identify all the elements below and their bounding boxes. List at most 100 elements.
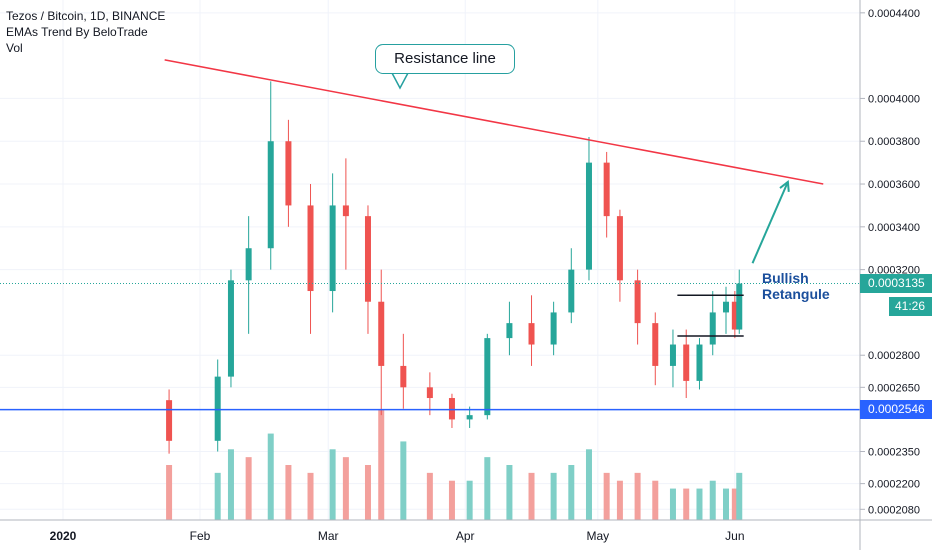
- support-price-tag: 0.0002546: [860, 400, 932, 420]
- candle-body: [634, 280, 641, 324]
- volume-bar: [603, 472, 610, 520]
- candle-body: [466, 415, 473, 420]
- callout-pointer: [391, 72, 409, 90]
- resistance-callout[interactable]: Resistance line: [375, 44, 515, 74]
- candle-body: [736, 283, 743, 330]
- candle-body: [245, 248, 252, 281]
- volume-bar: [227, 449, 234, 520]
- price-axis-label: 0.0003800: [868, 136, 920, 148]
- time-axis-label: Apr: [456, 529, 475, 543]
- volume-bar: [245, 457, 252, 520]
- candle-body: [227, 280, 234, 377]
- volume-bar: [364, 465, 371, 520]
- candle-body: [214, 376, 221, 441]
- candle-body: [723, 301, 729, 313]
- drawings: [0, 59, 860, 411]
- symbol-title[interactable]: Tezos / Bitcoin, 1D, BINANCE: [6, 9, 166, 23]
- pattern-label[interactable]: Bullish Retangule: [762, 270, 830, 302]
- time-axis-label: May: [586, 529, 609, 543]
- volume-bars: [166, 410, 743, 520]
- volume-bar: [723, 488, 729, 520]
- volume-bar: [616, 480, 623, 520]
- volume-bar: [568, 465, 575, 520]
- volume-bar: [166, 465, 173, 520]
- volume-bar: [731, 488, 738, 520]
- volume-bar: [528, 472, 535, 520]
- candle-body: [285, 141, 292, 206]
- volume-bar: [634, 472, 641, 520]
- price-axis-label: 0.0004000: [868, 93, 920, 105]
- target-arrow: [751, 181, 789, 264]
- candle-body: [400, 365, 407, 388]
- grid-lines: [0, 0, 860, 520]
- candle-body: [267, 141, 274, 249]
- candle-body: [364, 216, 371, 302]
- price-axis-label: 0.0003600: [868, 179, 920, 191]
- candle-body: [568, 269, 575, 313]
- price-axis-label: 0.0002650: [868, 382, 920, 394]
- volume-bar: [736, 472, 743, 520]
- volume-bar: [285, 465, 292, 520]
- volume-bar: [378, 410, 385, 520]
- chart-legend: Tezos / Bitcoin, 1D, BINANCE EMAs Trend …: [6, 8, 165, 56]
- volume-bar: [329, 449, 336, 520]
- time-axis-label: Feb: [190, 529, 211, 543]
- candle-body: [528, 323, 535, 345]
- volume-bar: [683, 488, 690, 520]
- volume-bar: [267, 433, 274, 520]
- candle-body: [307, 205, 314, 292]
- price-axis-label: 0.0002080: [868, 504, 920, 516]
- volume-bar: [669, 488, 676, 520]
- candle-body: [550, 312, 557, 345]
- candle-body: [585, 162, 592, 270]
- candle-body: [506, 323, 513, 339]
- candle-body: [484, 338, 491, 416]
- pattern-label-line2: Retangule: [762, 286, 830, 302]
- volume-bar: [342, 457, 349, 520]
- volume-bar: [307, 472, 314, 520]
- candle-body: [652, 323, 659, 366]
- candle-body: [378, 301, 385, 366]
- volume-bar: [550, 472, 557, 520]
- time-axis-label: 2020: [50, 529, 77, 543]
- volume-bar: [652, 480, 659, 520]
- candles: [166, 81, 743, 454]
- price-axis-label: 0.0003400: [868, 222, 920, 234]
- candle-body: [683, 344, 690, 381]
- candle-body: [603, 162, 610, 217]
- candle-body: [696, 344, 703, 381]
- pattern-label-line1: Bullish: [762, 270, 809, 286]
- candle-body: [669, 344, 676, 366]
- candle-body: [166, 400, 173, 441]
- volume-bar: [506, 465, 513, 520]
- resistance-callout-text: Resistance line: [394, 50, 496, 67]
- resistance-line: [164, 59, 824, 185]
- volume-bar: [709, 480, 716, 520]
- time-axis[interactable]: 2020 Feb Mar Apr May Jun: [0, 519, 932, 543]
- price-axis-label: 0.0003200: [868, 265, 920, 277]
- candle-body: [448, 398, 455, 420]
- time-axis-label: Jun: [725, 529, 744, 543]
- candle-body: [731, 301, 738, 330]
- last-price-tag: 0.0003135: [860, 274, 932, 294]
- candle-body: [329, 205, 336, 292]
- candle-body: [342, 205, 349, 217]
- volume-bar: [214, 472, 221, 520]
- volume-bar: [400, 441, 407, 520]
- indicator-emas-label[interactable]: EMAs Trend By BeloTrade: [6, 25, 148, 39]
- volume-bar: [448, 480, 455, 520]
- price-axis-label: 0.0002800: [868, 350, 920, 362]
- price-axis-label: 0.0002350: [868, 447, 920, 459]
- volume-bar: [466, 480, 473, 520]
- candle-body: [426, 387, 433, 399]
- candle-body: [616, 216, 623, 281]
- volume-bar: [585, 449, 592, 520]
- indicator-vol-label[interactable]: Vol: [6, 41, 23, 55]
- volume-bar: [696, 488, 703, 520]
- time-axis-label: Mar: [318, 529, 339, 543]
- candle-body: [709, 312, 716, 345]
- price-axis-label: 0.0002200: [868, 479, 920, 491]
- target-arrow-head: [779, 179, 790, 192]
